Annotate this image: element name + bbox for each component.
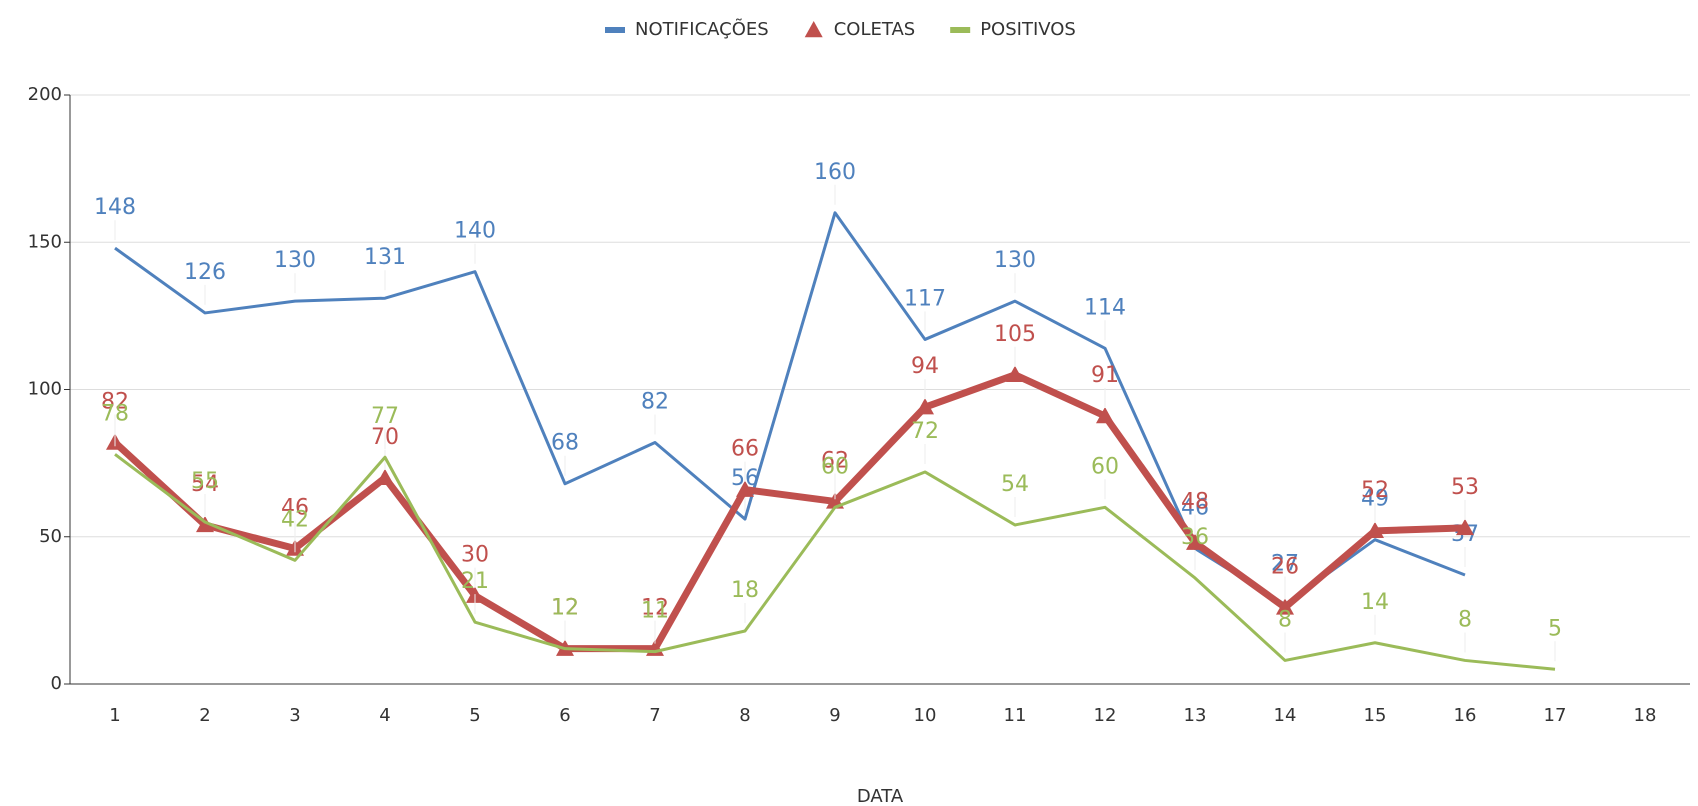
data-label: 82: [101, 390, 129, 415]
marker: [736, 480, 754, 497]
x-tick-label: 7: [649, 705, 660, 726]
data-label: 82: [641, 390, 669, 415]
data-label: 148: [94, 195, 136, 220]
y-tick-label: 150: [28, 231, 62, 252]
marker: [916, 398, 934, 415]
x-tick-label: 1: [109, 705, 120, 726]
data-label: 12: [551, 596, 579, 621]
legend-label: COLETAS: [834, 19, 915, 40]
x-tick-label: 11: [1004, 705, 1027, 726]
data-label: 91: [1091, 363, 1119, 388]
x-tick-label: 10: [914, 705, 937, 726]
data-label: 126: [184, 260, 226, 285]
y-tick-label: 200: [28, 84, 62, 105]
data-label: 60: [1091, 454, 1119, 479]
y-tick-label: 50: [39, 526, 62, 547]
legend-marker: [804, 21, 823, 38]
data-label: 130: [994, 248, 1036, 273]
marker: [1366, 521, 1384, 539]
data-label: 46: [281, 496, 309, 521]
data-label: 62: [821, 448, 849, 473]
x-tick-label: 17: [1544, 705, 1567, 726]
marker: [1276, 598, 1294, 615]
data-label: 160: [814, 160, 856, 185]
data-label: 48: [1181, 490, 1209, 515]
x-tick-label: 16: [1454, 705, 1477, 726]
data-label: 60: [821, 454, 849, 479]
data-label: 11: [641, 599, 669, 624]
data-label: 27: [1271, 551, 1299, 576]
data-label: 52: [1361, 478, 1389, 503]
series-line: [114, 453, 1556, 671]
data-label: 114: [1084, 295, 1126, 320]
data-label: 117: [904, 286, 946, 311]
marker: [196, 515, 214, 533]
x-tick-label: 6: [559, 705, 570, 726]
x-tick-label: 18: [1634, 705, 1657, 726]
data-label: 21: [461, 569, 489, 594]
data-label: 26: [1271, 554, 1299, 579]
x-tick-label: 15: [1364, 705, 1387, 726]
data-label: 54: [1001, 472, 1029, 497]
x-tick-label: 4: [379, 705, 390, 726]
data-label: 12: [641, 596, 669, 621]
data-label: 131: [364, 245, 406, 270]
x-tick-label: 2: [199, 705, 210, 726]
data-label: 130: [274, 248, 316, 273]
x-tick-label: 8: [739, 705, 750, 726]
data-label: 53: [1451, 475, 1479, 500]
marker: [1456, 518, 1474, 536]
data-label: 5: [1548, 616, 1562, 641]
data-label: 72: [911, 419, 939, 444]
x-tick-label: 14: [1274, 705, 1297, 726]
data-label: 14: [1361, 590, 1389, 615]
data-label: 94: [911, 354, 939, 379]
data-label: 68: [551, 431, 579, 456]
legend: NOTIFICAÇÕES COLETAS POSITIVOS: [605, 18, 1076, 40]
data-label: 77: [371, 404, 399, 429]
data-label: 78: [101, 401, 129, 426]
data-label: 8: [1458, 607, 1472, 632]
legend-label: POSITIVOS: [980, 19, 1076, 40]
data-label: 8: [1278, 607, 1292, 632]
data-label: 30: [461, 543, 489, 568]
y-tick-label: 100: [28, 379, 62, 400]
marker: [1096, 407, 1114, 424]
x-tick-label: 5: [469, 705, 480, 726]
data-label: 105: [994, 322, 1036, 347]
legend-marker: [950, 27, 971, 33]
data-label: 140: [454, 219, 496, 244]
data-label: 36: [1181, 525, 1209, 550]
marker: [1006, 365, 1024, 382]
series-line: [112, 371, 1466, 653]
y-tick-label: 0: [51, 673, 62, 694]
x-axis-title: DATA: [857, 786, 904, 806]
data-label: 55: [191, 469, 219, 494]
x-tick-label: 9: [829, 705, 840, 726]
data-label: 66: [731, 437, 759, 462]
x-tick-label: 12: [1094, 705, 1117, 726]
data-label: 54: [191, 472, 219, 497]
legend-label: NOTIFICAÇÕES: [635, 18, 769, 40]
data-label: 18: [731, 578, 759, 603]
marker: [1186, 533, 1204, 550]
marker: [376, 468, 394, 486]
legend-marker: [605, 27, 625, 33]
x-tick-label: 3: [289, 705, 300, 726]
data-label: 42: [281, 507, 309, 532]
series-line: [114, 211, 1466, 606]
x-tick-label: 13: [1184, 705, 1207, 726]
data-label: 12: [551, 596, 579, 621]
